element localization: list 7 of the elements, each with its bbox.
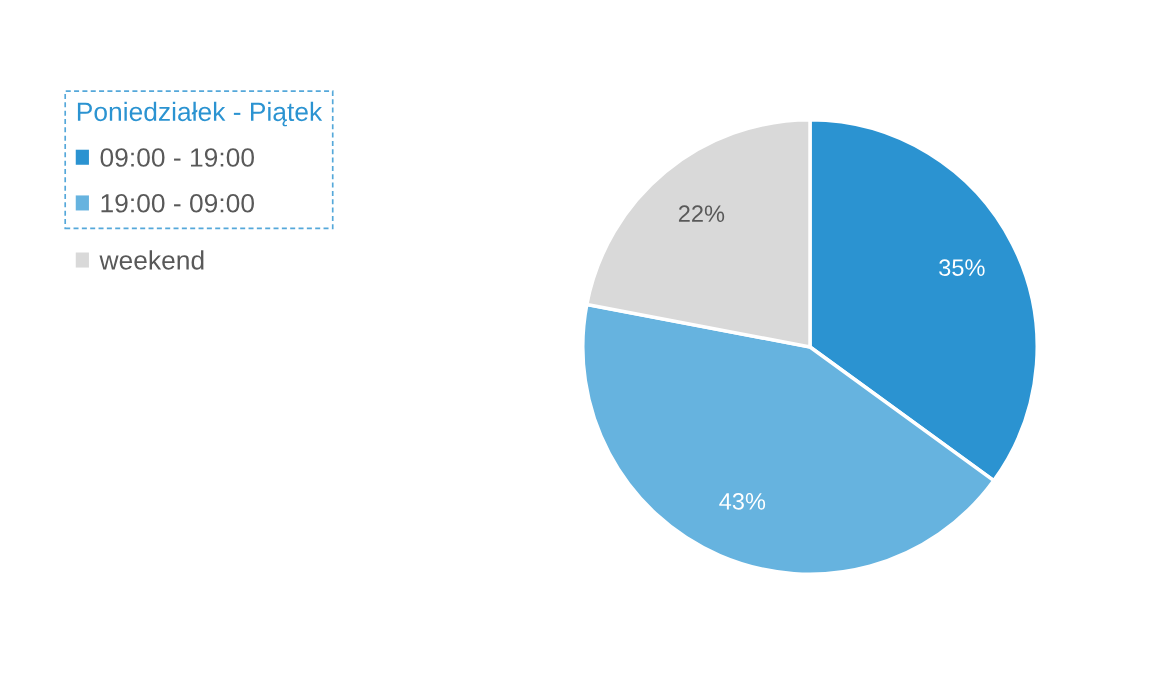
- legend-title: Poniedziałek - Piątek: [77, 101, 323, 127]
- data-label: 35%: [939, 259, 985, 276]
- data-label: 43%: [719, 493, 766, 510]
- data-label: 22%: [678, 205, 725, 222]
- legend-label: 09:00 - 19:00: [100, 148, 254, 167]
- legend-label: 19:00 - 09:00: [101, 193, 254, 213]
- legend-label: weekend: [99, 250, 204, 270]
